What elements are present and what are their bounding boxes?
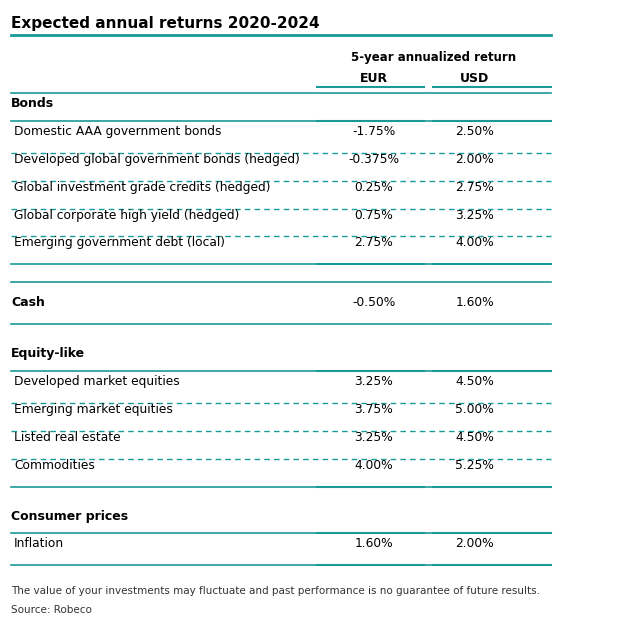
- Text: Source: Robeco: Source: Robeco: [11, 605, 92, 615]
- Text: USD: USD: [460, 72, 489, 84]
- Text: 3.25%: 3.25%: [456, 208, 494, 222]
- Text: 2.75%: 2.75%: [354, 236, 393, 250]
- Text: 5.25%: 5.25%: [455, 458, 494, 472]
- Text: The value of your investments may fluctuate and past performance is no guarantee: The value of your investments may fluctu…: [11, 586, 540, 596]
- Text: 1.60%: 1.60%: [456, 296, 494, 309]
- Text: Global investment grade credits (hedged): Global investment grade credits (hedged): [14, 180, 270, 194]
- Text: Expected annual returns 2020-2024: Expected annual returns 2020-2024: [11, 16, 320, 31]
- Text: EUR: EUR: [360, 72, 388, 84]
- Text: Consumer prices: Consumer prices: [11, 510, 128, 523]
- Text: 2.00%: 2.00%: [456, 152, 494, 166]
- Text: 0.75%: 0.75%: [354, 208, 393, 222]
- Text: 2.50%: 2.50%: [456, 124, 494, 138]
- Text: 4.00%: 4.00%: [456, 236, 494, 250]
- Text: 2.75%: 2.75%: [456, 180, 494, 194]
- Text: Equity-like: Equity-like: [11, 347, 86, 360]
- Text: Commodities: Commodities: [14, 458, 95, 472]
- Text: 3.25%: 3.25%: [354, 431, 393, 444]
- Text: Bonds: Bonds: [11, 97, 55, 110]
- Text: 5.00%: 5.00%: [456, 403, 494, 416]
- Text: 4.50%: 4.50%: [456, 375, 494, 388]
- Text: Developed global government bonds (hedged): Developed global government bonds (hedge…: [14, 152, 300, 166]
- Text: -0.50%: -0.50%: [352, 296, 396, 309]
- Text: 4.50%: 4.50%: [456, 431, 494, 444]
- Text: Global corporate high yield (hedged): Global corporate high yield (hedged): [14, 208, 239, 222]
- Text: -0.375%: -0.375%: [348, 152, 399, 166]
- Text: Inflation: Inflation: [14, 537, 64, 550]
- Text: 1.60%: 1.60%: [355, 537, 393, 550]
- Text: 0.25%: 0.25%: [354, 180, 393, 194]
- Text: 3.75%: 3.75%: [354, 403, 393, 416]
- Text: Developed market equities: Developed market equities: [14, 375, 180, 388]
- Text: 4.00%: 4.00%: [355, 458, 393, 472]
- Text: Listed real estate: Listed real estate: [14, 431, 121, 444]
- Text: 5-year annualized return: 5-year annualized return: [352, 51, 516, 64]
- Text: 2.00%: 2.00%: [456, 537, 494, 550]
- Text: Emerging government debt (local): Emerging government debt (local): [14, 236, 225, 250]
- Text: -1.75%: -1.75%: [352, 124, 396, 138]
- Text: Cash: Cash: [11, 296, 45, 309]
- Text: Domestic AAA government bonds: Domestic AAA government bonds: [14, 124, 221, 138]
- Text: Emerging market equities: Emerging market equities: [14, 403, 173, 416]
- Text: 3.25%: 3.25%: [354, 375, 393, 388]
